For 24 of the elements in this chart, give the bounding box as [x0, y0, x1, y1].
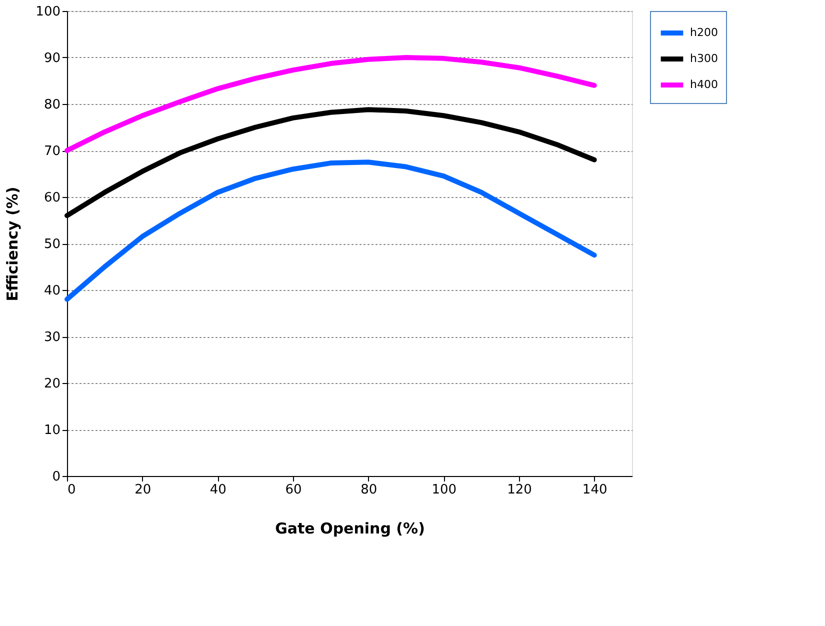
legend-label: h400 [690, 78, 718, 91]
y-tick-label: 30 [44, 330, 60, 345]
y-tick-label: 20 [44, 376, 60, 392]
y-tick-label: 70 [44, 144, 60, 159]
x-tick-label: 20 [134, 482, 152, 498]
x-axis-title: Gate Opening (%) [275, 520, 425, 538]
x-tick-label: 100 [432, 482, 457, 498]
legend-label: h200 [690, 26, 718, 39]
y-tick-label: 100 [36, 4, 60, 20]
y-tick-label: 80 [44, 98, 60, 112]
x-tick-label: 60 [285, 482, 302, 498]
y-tick-label: 10 [44, 423, 60, 438]
y-tick-label: 90 [44, 51, 60, 66]
x-tick-label: 140 [582, 482, 608, 498]
x-tick-label: 120 [507, 482, 532, 498]
y-tick-label: 40 [44, 284, 60, 298]
y-tick-label: 50 [44, 237, 60, 252]
y-tick-label: 60 [44, 190, 60, 206]
y-axis-title: Efficiency (%) [4, 186, 22, 302]
x-tick-label: 40 [210, 482, 226, 498]
x-tick-label: 80 [360, 482, 378, 498]
x-tick-label: 0 [68, 482, 76, 498]
legend-label: h300 [690, 52, 718, 65]
y-tick-label: 0 [52, 470, 60, 484]
